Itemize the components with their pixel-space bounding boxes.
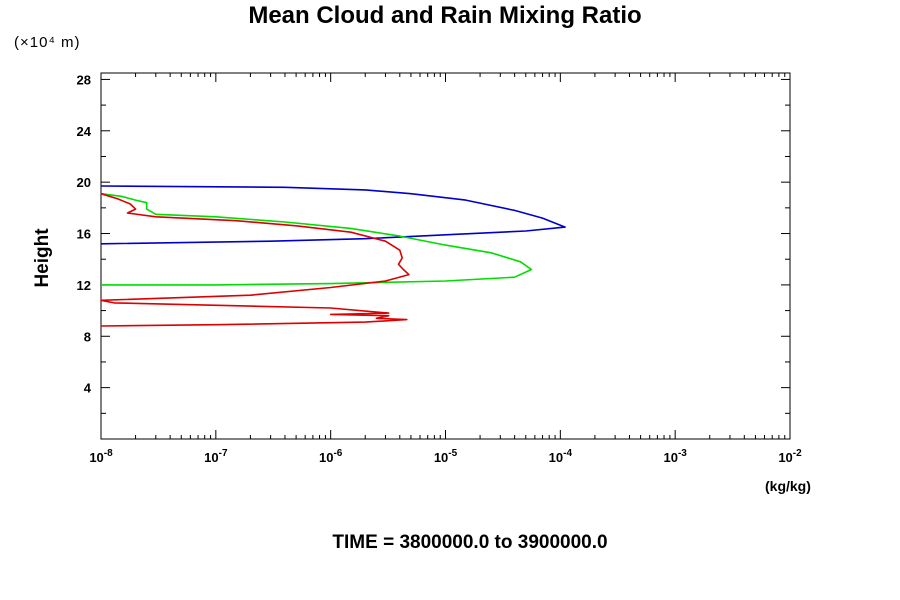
time-range-caption: TIME = 3800000.0 to 3900000.0 xyxy=(332,532,608,553)
y-axis-unit: (×10⁴ m) xyxy=(14,34,81,51)
series-line-2 xyxy=(100,192,533,286)
plot-frame xyxy=(100,72,791,440)
x-axis-unit: (kg/kg) xyxy=(765,478,811,494)
axis-ticks: 10-8 10-7 10-6 10-5 10-4 10-3 10-2 4 8 12 16 20 24 28 xyxy=(77,72,803,465)
y-tick-label: 20 xyxy=(77,175,91,190)
y-tick-label: 16 xyxy=(77,227,91,242)
series-line-1 xyxy=(100,185,566,245)
y-tick-label: 28 xyxy=(77,72,91,87)
y-tick-label: 4 xyxy=(84,381,92,396)
x-tick-label: 10-8 xyxy=(89,448,113,465)
series-line-3 xyxy=(100,192,410,327)
y-tick-label: 12 xyxy=(77,278,91,293)
x-tick-label: 10-7 xyxy=(204,448,228,465)
chart-title: Mean Cloud and Rain Mixing Ratio xyxy=(248,2,642,29)
x-tick-label: 10-3 xyxy=(663,448,687,465)
y-tick-label: 24 xyxy=(77,124,92,139)
y-tick-label: 8 xyxy=(84,329,91,344)
x-tick-label: 10-4 xyxy=(549,448,573,465)
x-tick-label: 10-5 xyxy=(434,448,458,465)
x-tick-label: 10-6 xyxy=(319,448,343,465)
x-tick-label: 10-2 xyxy=(778,448,802,465)
series-layer xyxy=(100,185,566,327)
